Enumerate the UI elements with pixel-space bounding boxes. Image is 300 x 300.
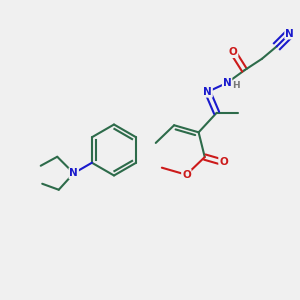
- Text: O: O: [182, 170, 191, 180]
- Text: N: N: [223, 78, 232, 88]
- Text: N: N: [203, 87, 212, 97]
- Text: O: O: [229, 47, 238, 57]
- Text: O: O: [219, 158, 228, 167]
- Text: N: N: [285, 28, 294, 39]
- Text: N: N: [69, 168, 78, 178]
- Text: H: H: [232, 81, 239, 90]
